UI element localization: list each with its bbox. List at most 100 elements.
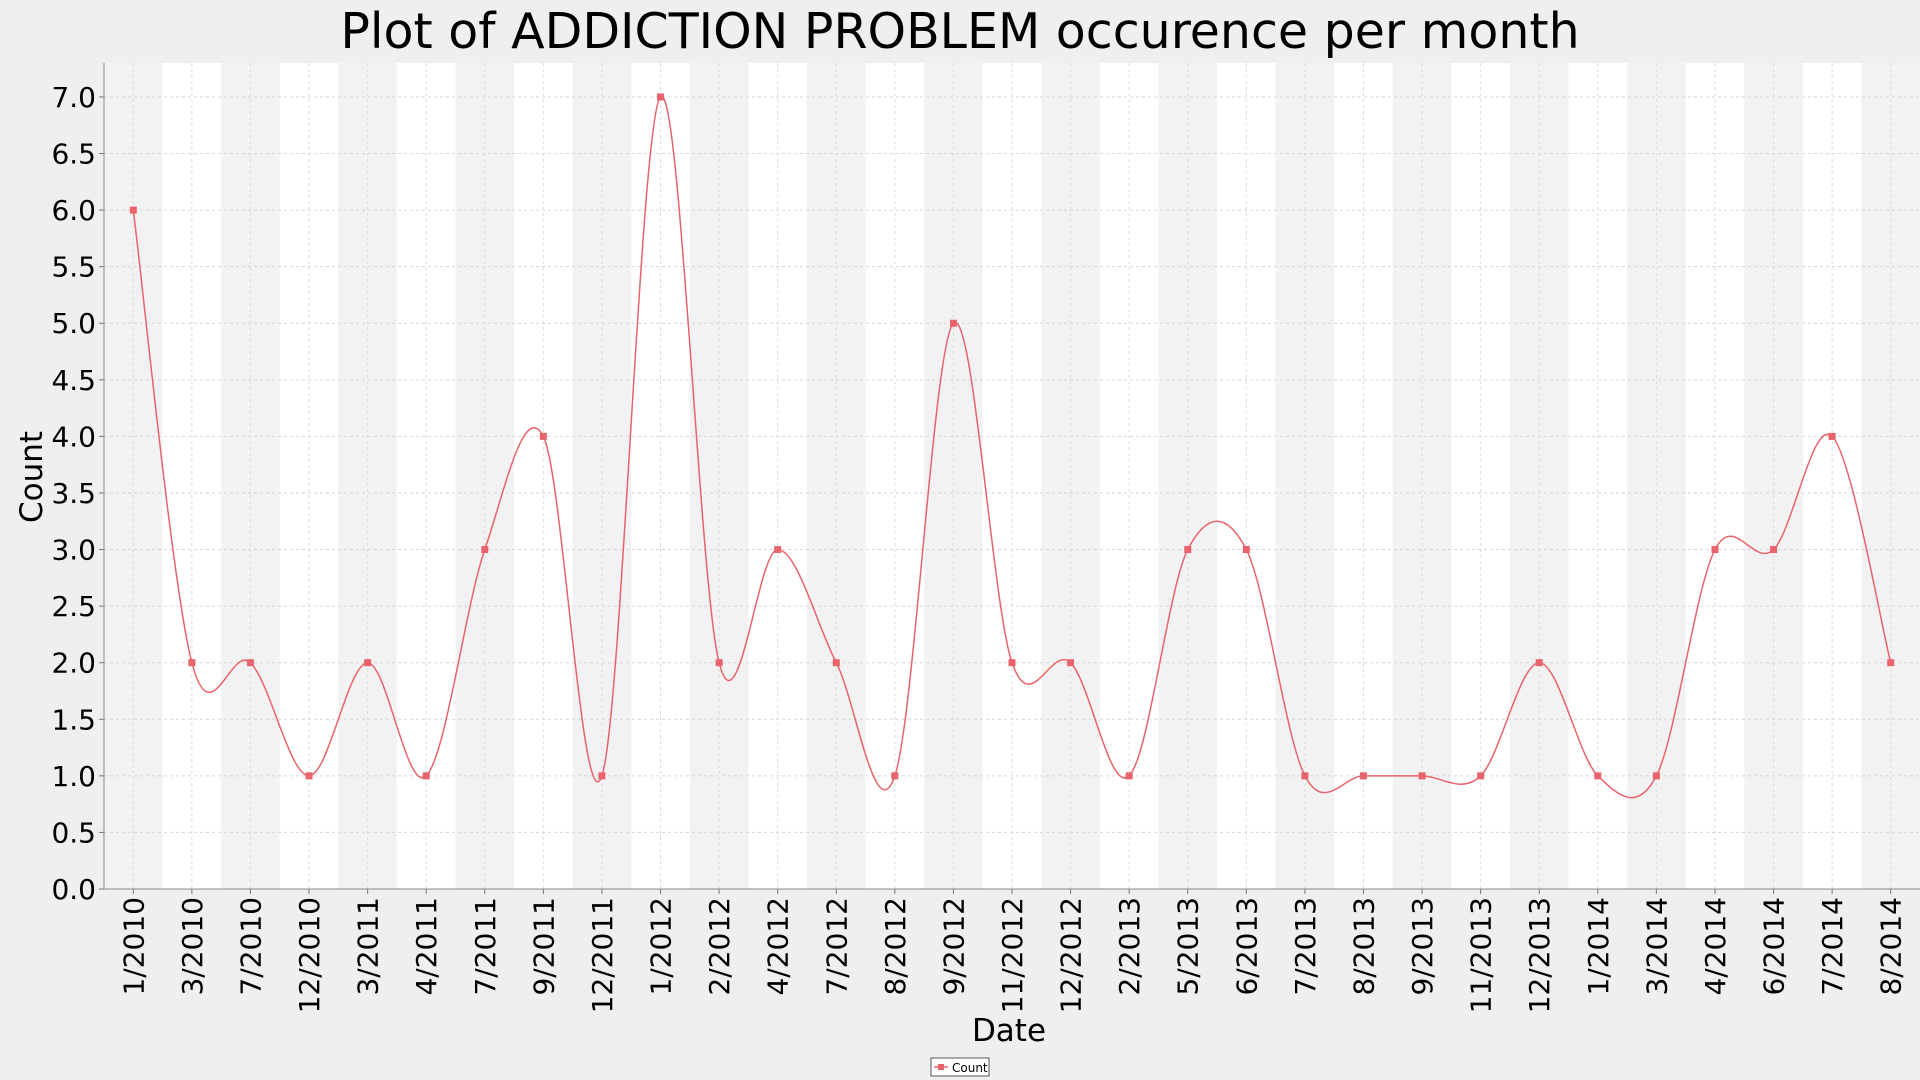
category-band bbox=[1802, 63, 1862, 889]
legend-box bbox=[930, 1057, 990, 1077]
data-point bbox=[1125, 772, 1133, 780]
x-tick-label: 5/2013 bbox=[1172, 897, 1205, 996]
y-tick-label: 5.5 bbox=[51, 251, 96, 284]
data-point bbox=[539, 432, 547, 440]
data-point bbox=[715, 659, 723, 667]
y-tick-label: 0.5 bbox=[51, 816, 96, 849]
category-band bbox=[572, 63, 632, 889]
x-tick-label: 4/2012 bbox=[762, 897, 795, 996]
x-axis-label: Date bbox=[972, 1013, 1046, 1049]
x-tick-label: 6/2013 bbox=[1230, 897, 1263, 996]
category-band bbox=[1861, 63, 1920, 889]
x-tick-label: 11/2012 bbox=[996, 897, 1029, 1013]
x-tick-label: 1/2014 bbox=[1582, 897, 1615, 996]
x-tick-label: 12/2010 bbox=[293, 897, 326, 1013]
data-point bbox=[246, 659, 254, 667]
data-point bbox=[1184, 546, 1192, 554]
y-tick-label: 7.0 bbox=[51, 81, 96, 114]
category-band bbox=[1334, 63, 1394, 889]
data-point bbox=[1770, 546, 1778, 554]
x-tick-label: 4/2014 bbox=[1699, 897, 1732, 996]
x-tick-label: 7/2013 bbox=[1289, 897, 1322, 996]
category-band bbox=[1217, 63, 1277, 889]
x-tick-label: 9/2012 bbox=[937, 897, 970, 996]
data-point bbox=[891, 772, 899, 780]
data-point bbox=[1477, 772, 1485, 780]
x-tick-label: 2/2013 bbox=[1113, 897, 1146, 996]
y-tick-label: 4.5 bbox=[51, 364, 96, 397]
category-band bbox=[865, 63, 925, 889]
x-tick-label: 12/2012 bbox=[1055, 897, 1088, 1013]
data-point bbox=[657, 93, 665, 101]
y-tick-label: 2.5 bbox=[51, 590, 96, 623]
y-tick-label: 3.0 bbox=[51, 534, 96, 567]
data-point bbox=[1887, 659, 1895, 667]
category-band bbox=[1041, 63, 1101, 889]
category-band bbox=[1568, 63, 1628, 889]
category-band bbox=[1744, 63, 1804, 889]
x-tick-label: 1/2012 bbox=[645, 897, 678, 996]
category-band bbox=[748, 63, 808, 889]
category-band bbox=[1099, 63, 1159, 889]
x-tick-label: 6/2014 bbox=[1758, 897, 1791, 996]
data-point bbox=[949, 319, 957, 327]
category-band bbox=[1685, 63, 1745, 889]
category-band bbox=[1392, 63, 1452, 889]
data-point bbox=[481, 546, 489, 554]
x-tick-label: 3/2010 bbox=[176, 897, 209, 996]
x-tick-label: 2/2012 bbox=[703, 897, 736, 996]
data-point bbox=[774, 546, 782, 554]
data-point bbox=[1301, 772, 1309, 780]
x-tick-label: 9/2013 bbox=[1406, 897, 1439, 996]
y-tick-label: 1.5 bbox=[51, 703, 96, 736]
y-tick-label: 5.0 bbox=[51, 307, 96, 340]
category-band bbox=[1509, 63, 1570, 889]
y-tick-label: 6.5 bbox=[51, 138, 96, 171]
category-band bbox=[1158, 63, 1218, 889]
category-band bbox=[982, 63, 1042, 889]
category-band bbox=[631, 63, 691, 889]
x-tick-label: 7/2014 bbox=[1816, 897, 1849, 996]
y-tick-label: 2.0 bbox=[51, 647, 96, 680]
legend-label: Count bbox=[952, 1061, 988, 1075]
x-tick-label: 11/2013 bbox=[1465, 897, 1498, 1013]
data-point bbox=[1067, 659, 1075, 667]
data-point bbox=[364, 659, 372, 667]
category-band bbox=[1627, 63, 1687, 889]
x-tick-label: 7/2011 bbox=[469, 897, 502, 996]
y-tick-label: 6.0 bbox=[51, 194, 96, 227]
x-tick-label: 8/2014 bbox=[1875, 897, 1908, 996]
data-point bbox=[305, 772, 313, 780]
category-band bbox=[1451, 63, 1511, 889]
category-band bbox=[221, 63, 281, 889]
data-point bbox=[1828, 432, 1836, 440]
x-tick-label: 9/2011 bbox=[527, 897, 560, 996]
x-tick-label: 3/2014 bbox=[1640, 897, 1673, 996]
x-tick-label: 3/2011 bbox=[352, 897, 385, 996]
data-point bbox=[1359, 772, 1367, 780]
y-axis-label: Count bbox=[14, 431, 50, 523]
data-point bbox=[129, 206, 137, 214]
data-point bbox=[598, 772, 606, 780]
category-band bbox=[1275, 63, 1335, 889]
category-band bbox=[514, 63, 574, 889]
chart-title: Plot of ADDICTION PROBLEM occurence per … bbox=[340, 3, 1579, 60]
data-point bbox=[1711, 546, 1719, 554]
x-tick-label: 12/2011 bbox=[586, 897, 619, 1013]
x-tick-label: 4/2011 bbox=[410, 897, 443, 996]
category-band bbox=[924, 63, 984, 889]
y-tick-label: 3.5 bbox=[51, 477, 96, 510]
data-point bbox=[1594, 772, 1602, 780]
y-tick-label: 4.0 bbox=[51, 420, 96, 453]
data-point bbox=[1652, 772, 1660, 780]
legend: Count bbox=[930, 1057, 990, 1077]
data-point bbox=[1008, 659, 1016, 667]
x-tick-label: 12/2013 bbox=[1523, 897, 1556, 1013]
data-point bbox=[422, 772, 430, 780]
category-band bbox=[104, 63, 164, 889]
y-tick-label: 1.0 bbox=[51, 760, 96, 793]
data-point bbox=[1418, 772, 1426, 780]
y-tick-label: 0.0 bbox=[51, 873, 96, 906]
x-tick-label: 8/2012 bbox=[879, 897, 912, 996]
